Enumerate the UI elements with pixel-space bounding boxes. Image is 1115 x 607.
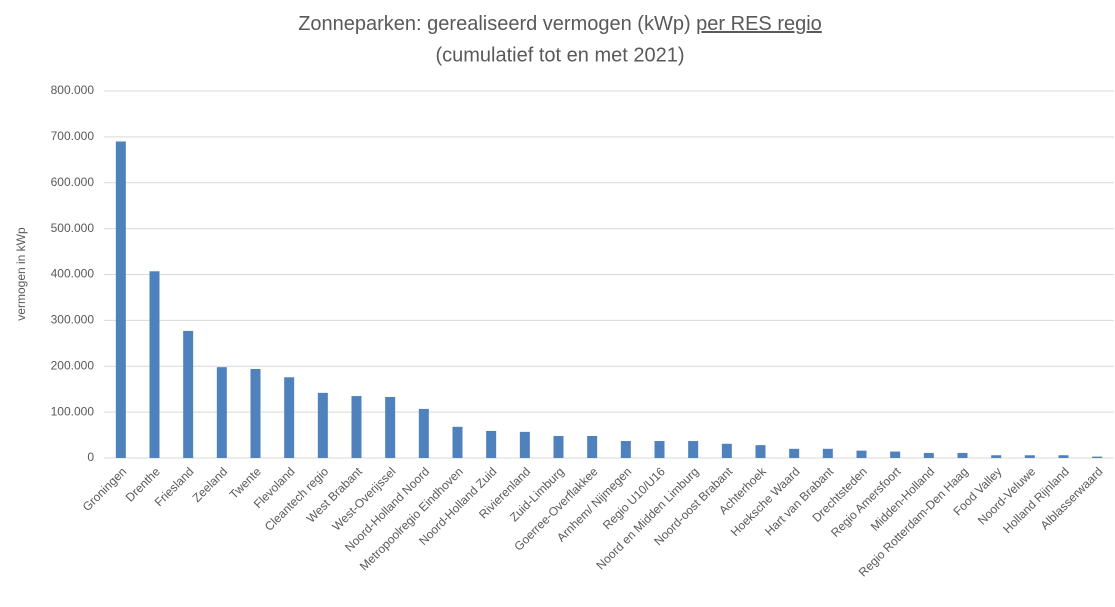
chart-title-line: Zonneparken: gerealiseerd vermogen (kWp)… (298, 13, 822, 35)
y-tick-label: 700.000 (51, 129, 95, 143)
bar (1058, 455, 1069, 458)
bar (284, 377, 295, 458)
y-tick-label: 800.000 (51, 83, 95, 97)
bar (991, 455, 1002, 458)
bar (149, 271, 160, 458)
bar (789, 448, 800, 458)
y-tick-label: 400.000 (51, 267, 95, 281)
bar (957, 452, 968, 458)
bar (721, 443, 732, 458)
bar (890, 451, 901, 458)
bar (216, 367, 227, 458)
bar (1024, 455, 1035, 458)
bar (620, 441, 631, 458)
bar (452, 426, 463, 458)
y-axis-label: vermogen in kWp (14, 227, 28, 321)
y-tick-label: 600.000 (51, 175, 95, 189)
y-tick-label: 100.000 (51, 404, 95, 418)
chart-title-underlined: per RES regio (696, 13, 822, 35)
x-tick-label: Zeeland (190, 464, 231, 505)
bar (923, 452, 934, 458)
bar (486, 430, 497, 458)
y-tick-label: 0 (87, 450, 94, 464)
bar (755, 445, 766, 458)
bar (553, 435, 564, 458)
bar (250, 369, 261, 458)
bar (385, 396, 396, 458)
bar (351, 396, 362, 458)
y-tick-label: 500.000 (51, 221, 95, 235)
x-tick-label: Groningen (80, 464, 130, 514)
bar (822, 448, 833, 458)
bar (654, 441, 665, 458)
bar (856, 450, 867, 458)
bar (183, 330, 194, 458)
bar (1092, 456, 1103, 458)
chart-title: Zonneparken: gerealiseerd vermogen (kWp) (298, 13, 690, 35)
bar (115, 141, 126, 458)
bar (519, 431, 530, 458)
y-tick-label: 300.000 (51, 313, 95, 327)
bar (688, 441, 699, 458)
chart-subtitle: (cumulatief tot en met 2021) (435, 44, 684, 66)
y-tick-label: 200.000 (51, 358, 95, 372)
bar (418, 408, 429, 458)
bar (587, 435, 598, 458)
bar (317, 392, 328, 458)
